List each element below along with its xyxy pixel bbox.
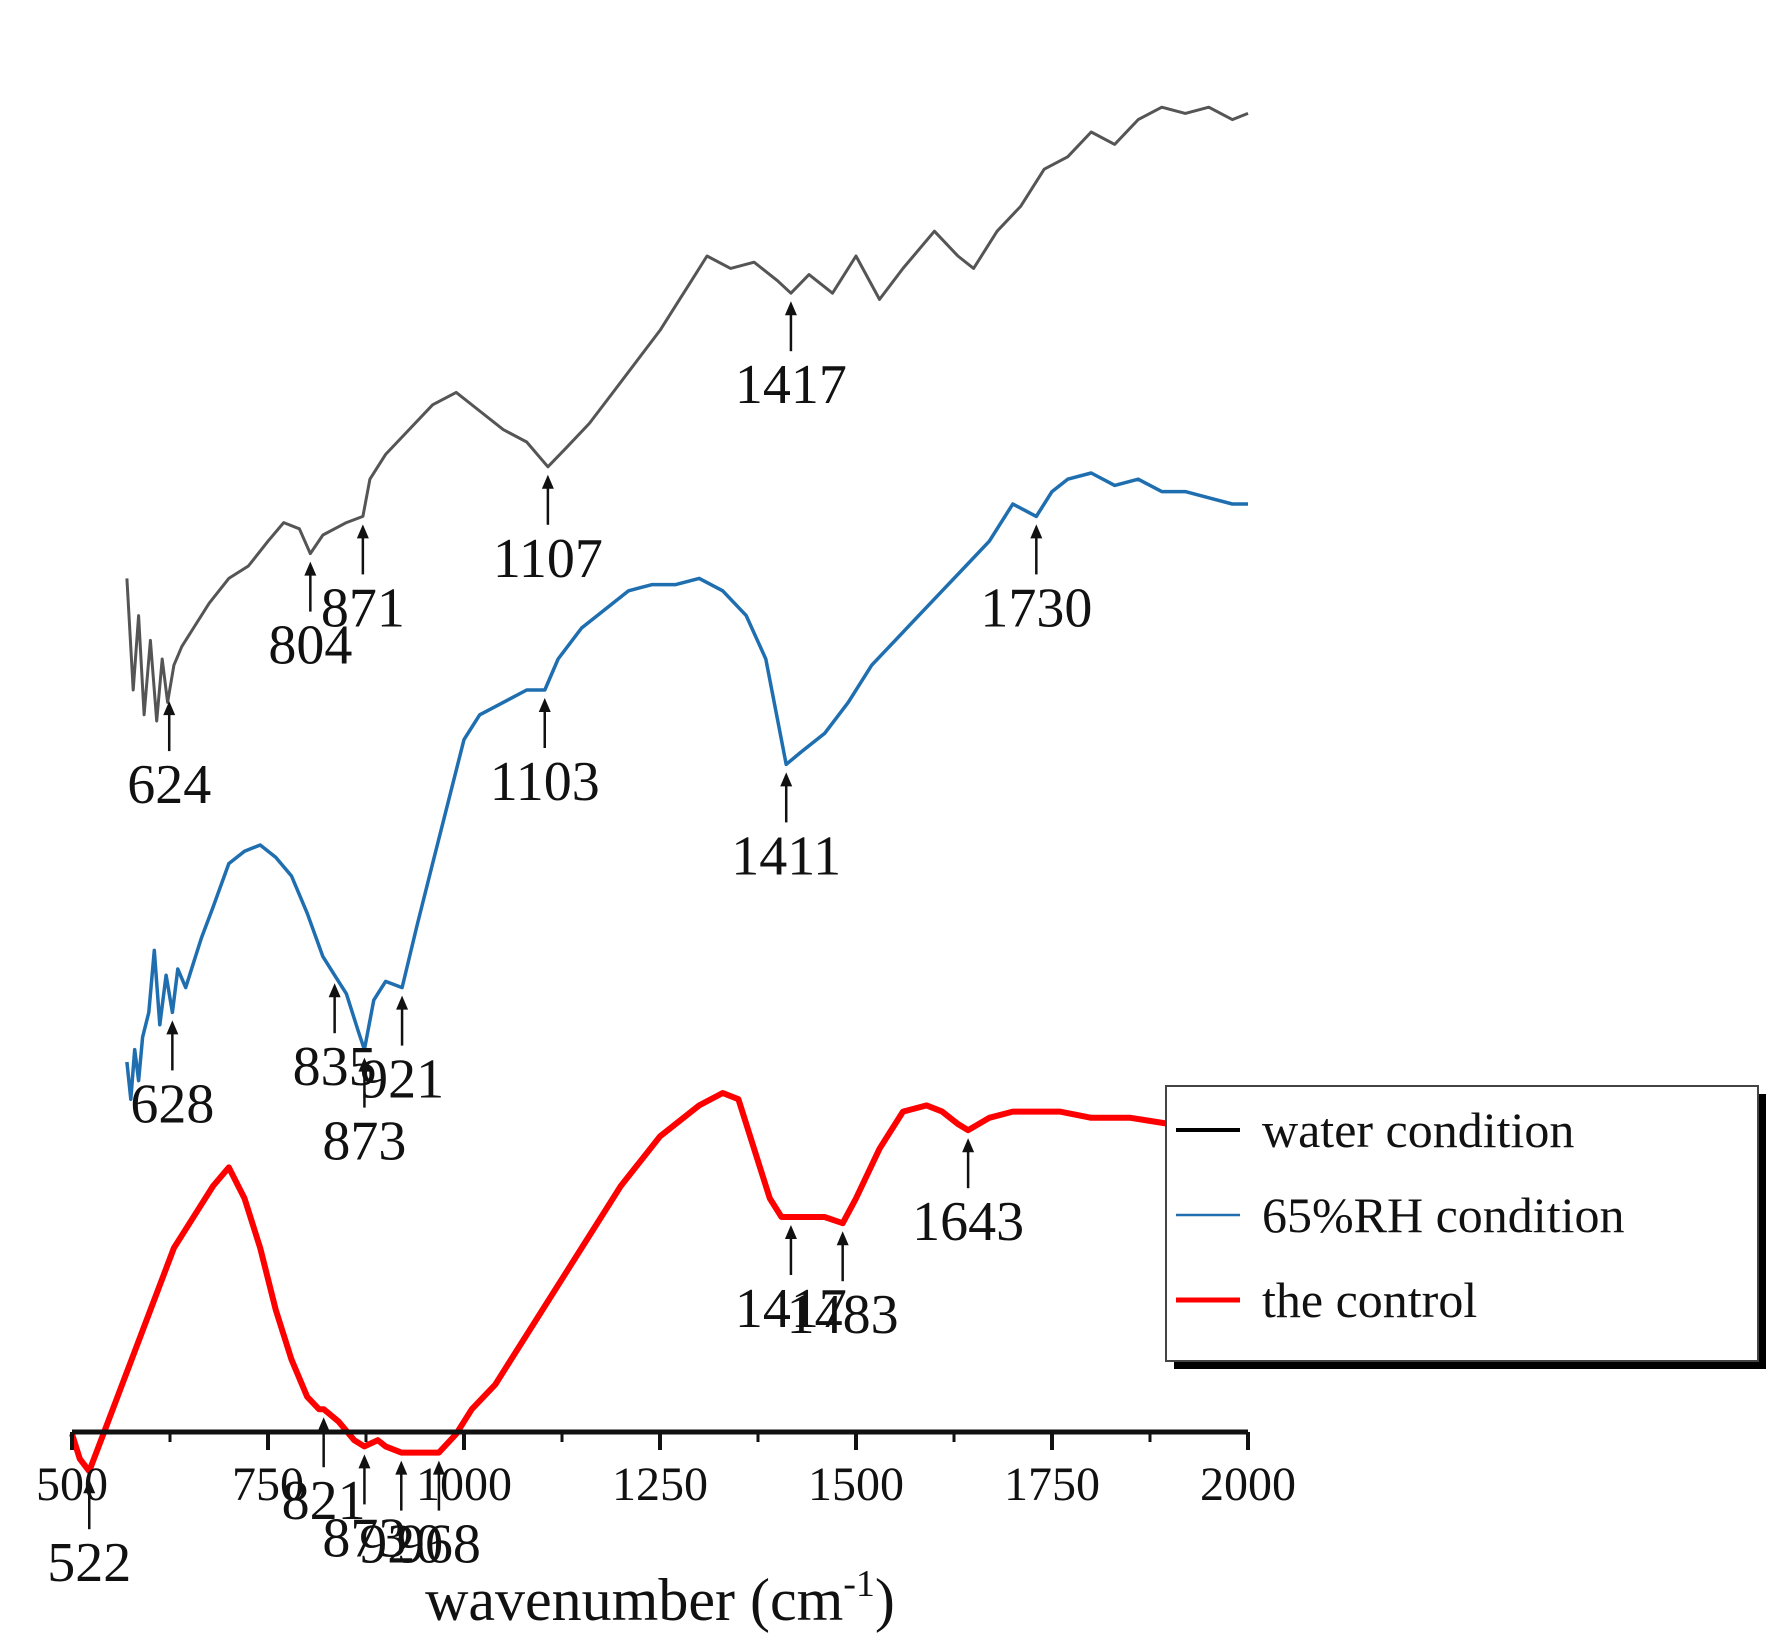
peak-label: 871: [321, 577, 405, 639]
legend-entries: water condition 65%RH condition the contro…: [1176, 1102, 1624, 1328]
peak-label: 1643: [912, 1191, 1024, 1253]
x-ticks: 500 750 1000 1250 1500 1750 2000: [36, 1432, 1296, 1511]
peak-annotation: 1107: [493, 474, 603, 590]
peak-annotation: 1730: [980, 524, 1092, 639]
peak-label: 1103: [490, 751, 600, 813]
peak-label: 873: [322, 1111, 406, 1173]
peak-arrow-head: [432, 1460, 445, 1475]
peak-annotation: 804: [268, 561, 352, 677]
peak-arrow-head: [1030, 524, 1043, 539]
peak-label: 804: [268, 615, 352, 677]
peak-label: 920: [359, 1514, 443, 1576]
x-tick-label: 1500: [808, 1458, 904, 1511]
x-tick-label: 2000: [1200, 1458, 1296, 1511]
x-tick-label: 1750: [1004, 1458, 1100, 1511]
x-axis: 500 750 1000 1250 1500 1750 2000 wavenumber (c…: [36, 1429, 1296, 1633]
peak-annotation: 1417: [735, 1225, 847, 1340]
peak-annotation: 522: [47, 1479, 131, 1594]
x-tick-label: 500: [36, 1458, 108, 1511]
peak-arrow-head: [356, 524, 369, 539]
peak-label: 873: [322, 1507, 406, 1569]
legend-box: [1165, 1085, 1759, 1362]
series-line-the-control: [69, 1090, 1248, 1475]
annotation-layer: 6248048711107141762883587392111031411173…: [47, 301, 1092, 1594]
peak-arrow-head: [784, 1225, 797, 1239]
legend-label: 65%RH condition: [1262, 1187, 1624, 1243]
series-line-65rh-condition: [125, 471, 1248, 1101]
peak-label: 821: [282, 1470, 366, 1532]
peak-label: 1107: [493, 528, 603, 590]
legend-label: water condition: [1262, 1102, 1574, 1158]
x-axis-title: wavenumber (cm-1): [425, 1563, 895, 1633]
legend-entry: 65%RH condition: [1176, 1187, 1624, 1243]
peak-annotation: 871: [321, 524, 405, 639]
x-axis-title-close: ): [875, 1567, 895, 1633]
peak-arrow-head: [328, 983, 341, 998]
peak-arrow-head: [358, 1454, 371, 1469]
peak-arrow-head: [784, 301, 797, 316]
peak-annotation: 628: [130, 1020, 214, 1135]
series-layer: [69, 105, 1249, 1475]
peak-annotation: 1103: [490, 698, 600, 813]
peak-annotation: 1483: [787, 1231, 899, 1346]
peak-arrow-head: [780, 772, 793, 787]
x-axis-title-superscript: -1: [843, 1563, 875, 1605]
peak-label: 624: [127, 754, 211, 816]
peak-annotation: 1417: [735, 301, 847, 416]
peak-annotation: 1643: [912, 1138, 1024, 1253]
peak-annotation: 920: [359, 1460, 443, 1576]
series-line-water-condition: [125, 105, 1249, 723]
peak-arrow-head: [83, 1479, 96, 1494]
peak-arrow-head: [836, 1231, 849, 1246]
peak-arrow-head: [396, 995, 409, 1010]
legend-entry: water condition: [1176, 1102, 1574, 1158]
peak-label: 921: [360, 1049, 444, 1111]
peak-arrow-head: [358, 1057, 371, 1072]
peak-label: 1730: [980, 577, 1092, 639]
peak-label: 1483: [787, 1284, 899, 1346]
peak-label: 1417: [735, 1278, 847, 1340]
peak-arrow-head: [163, 701, 176, 716]
peak-annotation: 1411: [731, 772, 841, 887]
peak-arrow-head: [166, 1020, 179, 1035]
peak-annotation: 921: [360, 995, 444, 1111]
peak-label: 968: [397, 1514, 481, 1576]
legend-label: the control: [1262, 1272, 1477, 1328]
x-tick-label: 1250: [612, 1458, 708, 1511]
peak-arrow-head: [304, 561, 317, 576]
legend-entry: the control: [1176, 1272, 1477, 1328]
peak-label: 628: [130, 1073, 214, 1135]
peak-label: 522: [47, 1532, 131, 1594]
x-axis-title-text: wavenumber (cm: [425, 1567, 843, 1633]
peak-arrow-head: [395, 1460, 408, 1475]
legend: water condition 65%RH condition the contro…: [1165, 1085, 1766, 1369]
peak-annotation: 968: [397, 1460, 481, 1576]
peak-arrow-head: [538, 698, 551, 712]
x-tick-label: 1000: [416, 1458, 512, 1511]
peak-arrow-head: [962, 1138, 975, 1153]
peak-annotation: 624: [127, 701, 211, 816]
peak-annotation: 873: [322, 1454, 406, 1569]
peak-arrow-head: [317, 1417, 330, 1432]
peak-label: 1411: [731, 825, 841, 887]
peak-label: 1417: [735, 354, 847, 416]
peak-arrow-head: [541, 474, 554, 489]
peak-annotation: 873: [322, 1057, 406, 1173]
x-tick-label: 750: [232, 1458, 304, 1511]
